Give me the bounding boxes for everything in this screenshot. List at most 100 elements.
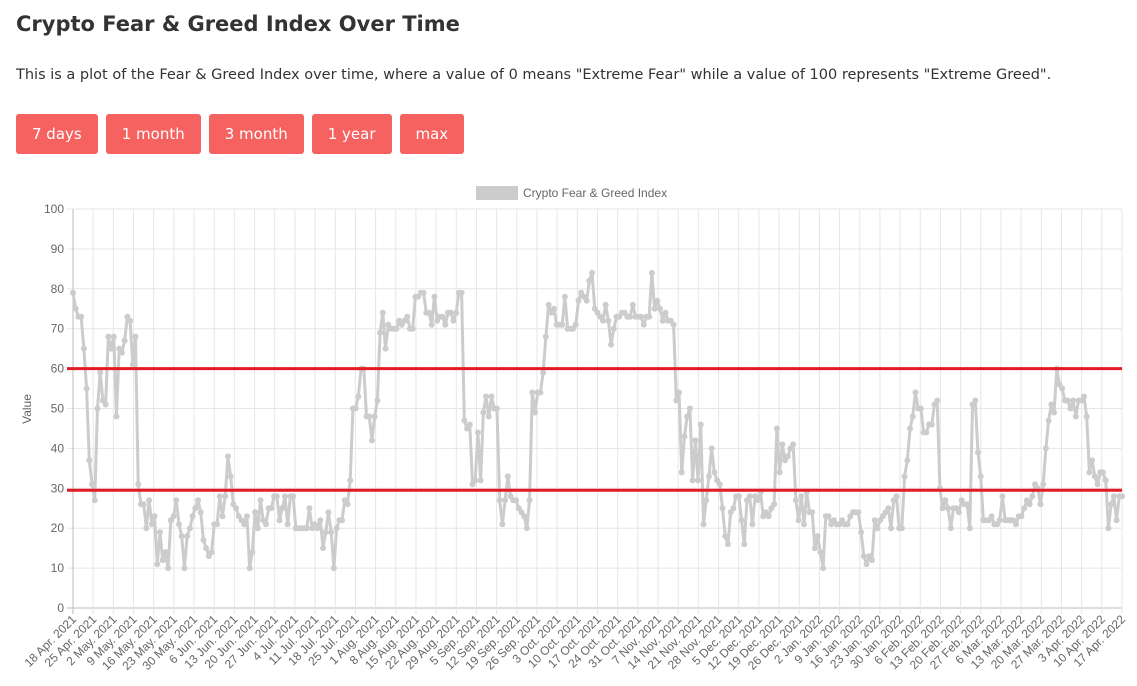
data-point <box>1072 413 1079 420</box>
y-tick-label: 40 <box>51 441 65 455</box>
data-point <box>1110 493 1117 500</box>
data-point <box>192 505 199 512</box>
data-point <box>999 493 1006 500</box>
data-point <box>314 525 321 532</box>
range-1-year-button[interactable]: 1 year <box>311 114 392 154</box>
page-description: This is a plot of the Fear & Greed Index… <box>16 67 1052 83</box>
data-point <box>972 397 979 404</box>
threshold-lines <box>67 367 1122 492</box>
range-1-month-button[interactable]: 1 month <box>105 114 201 154</box>
data-point <box>966 525 973 532</box>
data-point <box>746 493 753 500</box>
data-point <box>1059 385 1066 392</box>
data-point <box>646 313 653 320</box>
data-point <box>1070 397 1077 404</box>
data-point <box>80 345 87 352</box>
range-max-button[interactable]: max <box>399 114 465 154</box>
data-point <box>450 317 457 324</box>
data-point <box>988 513 995 520</box>
chart-legend[interactable]: Crypto Fear & Greed Index <box>476 186 667 200</box>
data-point <box>1080 393 1087 400</box>
data-point <box>912 389 919 396</box>
data-point <box>344 501 351 508</box>
data-point <box>871 517 878 524</box>
page-title: Crypto Fear & Greed Index Over Time <box>16 12 460 36</box>
data-point <box>91 497 98 504</box>
data-point <box>178 533 185 540</box>
data-point <box>431 293 438 300</box>
data-point <box>1029 493 1036 500</box>
data-point <box>330 565 337 572</box>
data-point <box>140 501 147 508</box>
data-point <box>151 513 158 520</box>
data-point <box>208 549 215 556</box>
data-point <box>143 525 150 532</box>
data-point <box>110 333 117 340</box>
data-point <box>493 405 500 412</box>
data-point <box>1099 469 1106 476</box>
data-point <box>863 561 870 568</box>
data-point <box>934 397 941 404</box>
data-point <box>1045 417 1052 424</box>
data-point <box>885 505 892 512</box>
data-point <box>795 517 802 524</box>
data-point <box>453 309 460 316</box>
data-point <box>1037 501 1044 508</box>
data-point <box>575 297 582 304</box>
data-point <box>599 317 606 324</box>
data-point <box>888 525 895 532</box>
data-point <box>738 517 745 524</box>
data-point <box>692 437 699 444</box>
data-point <box>368 437 375 444</box>
data-point <box>1089 457 1096 464</box>
data-point <box>521 513 528 520</box>
data-point <box>170 513 177 520</box>
data-point <box>907 425 914 432</box>
data-point <box>246 565 253 572</box>
data-point <box>1083 413 1090 420</box>
data-point <box>181 565 188 572</box>
data-point <box>1021 505 1028 512</box>
data-point <box>322 529 329 536</box>
data-point <box>542 333 549 340</box>
data-point <box>681 433 688 440</box>
data-point <box>156 529 163 536</box>
data-point <box>773 425 780 432</box>
data-point <box>186 525 193 532</box>
data-point <box>159 557 166 564</box>
range-3-month-button[interactable]: 3 month <box>208 114 304 154</box>
data-point <box>551 305 558 312</box>
data-point <box>165 565 172 572</box>
data-point <box>409 325 416 332</box>
data-point <box>1119 493 1125 500</box>
data-point <box>347 477 354 484</box>
data-point <box>129 361 136 368</box>
data-point <box>909 413 916 420</box>
data-point <box>306 505 313 512</box>
data-point <box>72 305 79 312</box>
data-point <box>811 545 818 552</box>
data-point <box>483 393 490 400</box>
data-point <box>651 305 658 312</box>
data-point <box>328 529 335 536</box>
data-point <box>1064 397 1071 404</box>
data-point <box>722 533 729 540</box>
y-tick-label: 80 <box>51 282 65 296</box>
data-point <box>648 269 655 276</box>
data-point <box>716 481 723 488</box>
data-point <box>529 389 536 396</box>
data-point <box>809 509 816 516</box>
data-point <box>719 505 726 512</box>
data-point <box>480 409 487 416</box>
data-point <box>708 445 715 452</box>
range-7-days-button[interactable]: 7 days <box>16 114 98 154</box>
data-point <box>735 493 742 500</box>
data-point <box>801 521 808 528</box>
data-point <box>89 481 96 488</box>
data-point <box>1040 481 1047 488</box>
data-point <box>442 321 449 328</box>
data-point <box>203 545 210 552</box>
data-point <box>371 413 378 420</box>
data-point <box>290 493 297 500</box>
data-point <box>339 517 346 524</box>
